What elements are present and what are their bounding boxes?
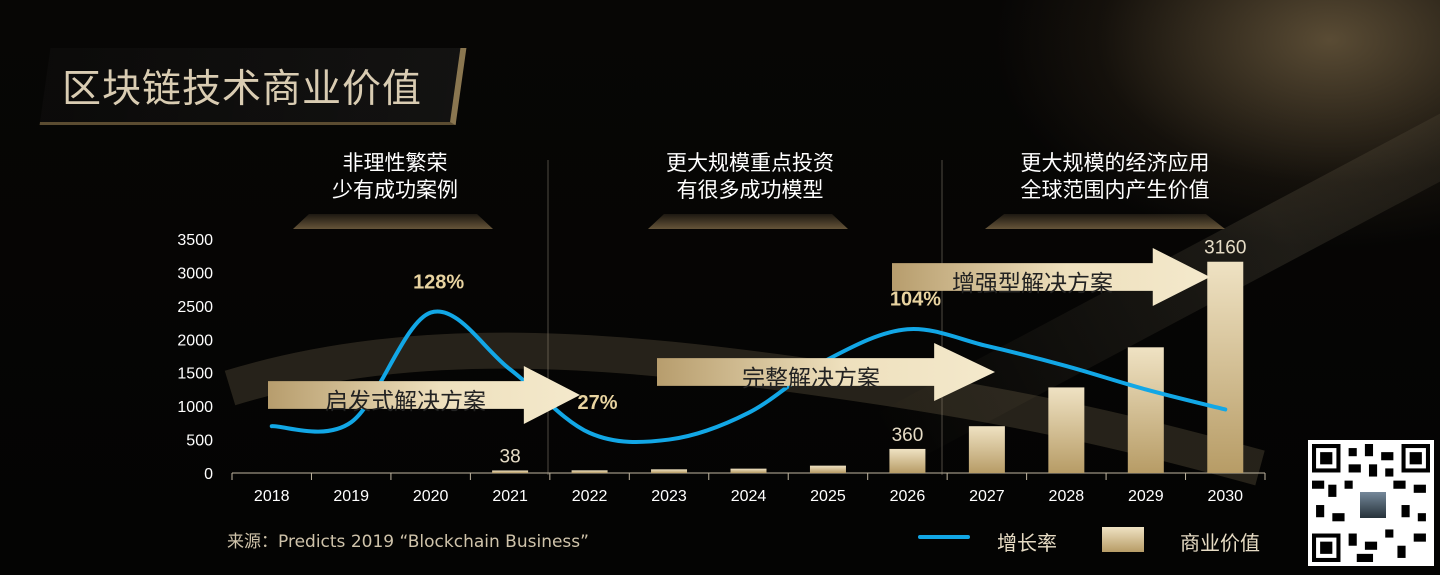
value-bar xyxy=(889,448,926,473)
bar-value-label: 38 xyxy=(500,446,521,467)
x-tick-label: 2024 xyxy=(731,488,767,505)
x-tick-label: 2030 xyxy=(1207,488,1243,505)
enhanced-solution-label: 增强型解决方案 xyxy=(952,271,1113,297)
phase-label-2: 更大规模重点投资 有很多成功模型 xyxy=(650,150,850,204)
bar-value-label: 360 xyxy=(892,425,924,446)
data-labels: 38 360 3160 128% 27% 104% xyxy=(413,238,1246,468)
value-bar xyxy=(1127,347,1164,473)
value-bar xyxy=(651,469,688,473)
page-title: 区块链技术商业价值 xyxy=(62,67,423,112)
growth-rate-label: 27% xyxy=(578,392,618,414)
x-tick-label: 2029 xyxy=(1128,488,1164,505)
x-tick-label: 2027 xyxy=(969,488,1005,505)
value-bar xyxy=(730,468,767,473)
y-tick-label: 2000 xyxy=(177,332,213,349)
complete-solution-label: 完整解决方案 xyxy=(742,366,880,392)
phase-label-3: 更大规模的经济应用 全球范围内产生价值 xyxy=(1000,150,1230,204)
growth-rate-line xyxy=(269,309,1228,445)
x-tick-label: 2018 xyxy=(254,488,290,505)
phase-1-line1: 非理性繁荣 xyxy=(342,151,448,175)
y-tick-label: 2500 xyxy=(177,299,213,316)
qr-avatar xyxy=(1358,490,1388,520)
heuristic-solution-label: 启发式解决方案 xyxy=(325,389,486,415)
phase-2-line2: 有很多成功模型 xyxy=(676,178,824,202)
axes: 0 500 1000 1500 2000 2500 3000 3500 2018 2019 2020… xyxy=(177,232,1266,505)
phase-3-line1: 更大规模的经济应用 xyxy=(1020,151,1210,175)
y-tick-label: 500 xyxy=(186,433,213,450)
bars xyxy=(492,261,1244,473)
phase-base-1 xyxy=(293,214,493,229)
value-bar xyxy=(492,470,529,473)
phase-label-1: 非理性繁荣 少有成功案例 xyxy=(300,150,490,204)
legend-line-swatch xyxy=(918,535,970,539)
source-note: 来源：Predicts 2019 “Blockchain Business” xyxy=(227,532,589,552)
y-tick-label: 1000 xyxy=(177,399,213,416)
qr-code xyxy=(1308,440,1434,566)
value-bar xyxy=(968,426,1005,473)
growth-line xyxy=(269,309,1228,445)
bar-value-label: 3160 xyxy=(1204,238,1246,259)
y-tick-label: 1500 xyxy=(177,366,213,383)
phase-base-2 xyxy=(648,214,848,229)
y-tick-label: 3500 xyxy=(177,232,213,249)
legend-growth-label: 增长率 xyxy=(997,531,1057,555)
x-tick-label: 2026 xyxy=(890,488,926,505)
growth-rate-label: 128% xyxy=(413,272,464,294)
y-tick-label: 0 xyxy=(204,466,213,483)
x-tick-label: 2019 xyxy=(333,488,369,505)
value-bar xyxy=(1207,261,1244,473)
x-tick-label: 2028 xyxy=(1049,488,1085,505)
qr-pattern xyxy=(1312,444,1430,562)
x-tick-label: 2020 xyxy=(413,488,449,505)
phase-3-line2: 全球范围内产生价值 xyxy=(1020,178,1210,202)
x-tick-label: 2022 xyxy=(572,488,608,505)
phase-base-3 xyxy=(985,214,1225,229)
phase-1-line2: 少有成功案例 xyxy=(332,178,458,202)
value-bar xyxy=(809,465,846,473)
x-tick-label: 2023 xyxy=(651,488,687,505)
legend-bar-swatch xyxy=(1102,527,1144,552)
x-tick-label: 2021 xyxy=(492,488,528,505)
y-tick-label: 3000 xyxy=(177,265,213,282)
value-bar xyxy=(571,470,608,473)
phase-2-line1: 更大规模重点投资 xyxy=(666,151,834,175)
legend-value-label: 商业价值 xyxy=(1180,531,1260,555)
x-tick-label: 2025 xyxy=(810,488,846,505)
value-bar xyxy=(1048,387,1085,473)
growth-rate-label: 104% xyxy=(890,288,941,310)
